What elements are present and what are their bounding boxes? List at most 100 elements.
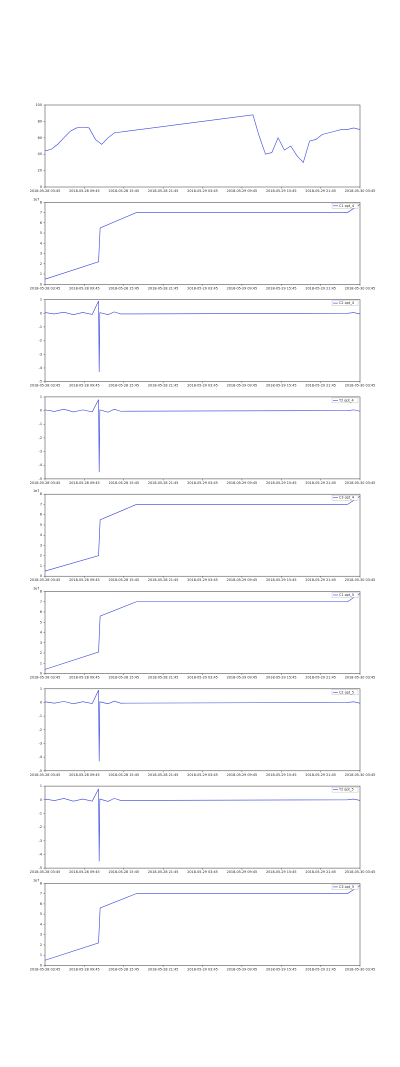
panel: 0 1 2 3 4 5 6 7 8 2018-05-28 03:45 2018-05-28 09:4… — [30, 587, 376, 680]
x-tick-label: 2018-05-28 03:45 — [30, 773, 61, 777]
y-tick-label: 6 — [40, 513, 42, 517]
x-tick-label: 2018-05-29 21:45 — [305, 578, 336, 582]
y-tick-label: 0 — [40, 311, 42, 315]
x-tick-label: 2018-05-30 03:45 — [345, 189, 376, 193]
y-tick-label: 4 — [40, 533, 42, 537]
legend-label: C3 opt_4 — [339, 496, 354, 500]
y-tick-label: 1 — [40, 564, 42, 568]
x-tick-label: 2018-05-30 03:45 — [345, 384, 376, 388]
x-tick-label: 2018-05-29 09:45 — [227, 773, 258, 777]
y-tick-label: 5 — [40, 620, 42, 624]
x-tick-label: 2018-05-28 15:45 — [108, 578, 139, 582]
legend-box — [331, 495, 359, 501]
x-tick-label: 2018-05-28 03:45 — [30, 870, 61, 874]
x-tick-label: 2018-05-28 21:45 — [148, 676, 179, 680]
legend-box — [331, 689, 359, 695]
y-tick-label: 3 — [40, 641, 42, 645]
y-tick-label: -2 — [39, 728, 42, 732]
offset-text: 1e7 — [33, 878, 39, 882]
x-tick-label: 2018-05-28 21:45 — [148, 773, 179, 777]
y-tick-label: 7 — [40, 892, 42, 896]
x-tick-label: 2018-05-29 21:45 — [305, 676, 336, 680]
x-tick-label: 2018-05-29 15:45 — [266, 481, 297, 485]
y-tick-label: -2 — [39, 436, 42, 440]
x-tick-label: 2018-05-28 03:45 — [30, 967, 61, 971]
y-tick-label: 80 — [38, 119, 42, 123]
x-tick-label: 2018-05-28 15:45 — [108, 384, 139, 388]
x-tick-label: 2018-05-30 03:45 — [345, 870, 376, 874]
y-tick-label: 1 — [40, 687, 42, 691]
plot-frame — [44, 785, 361, 869]
offset-text: 1e7 — [33, 489, 39, 493]
legend-label: C2 opt_4 — [339, 301, 354, 305]
x-tick-label: 2018-05-28 09:45 — [69, 773, 100, 777]
legend-box — [331, 592, 359, 598]
offset-text: 1e7 — [33, 587, 39, 591]
y-tick-label: -4 — [39, 852, 42, 856]
x-tick-label: 2018-05-28 15:45 — [108, 286, 139, 290]
y-tick-label: 0 — [40, 798, 42, 802]
data-line — [44, 593, 361, 670]
x-tick-label: 2018-05-28 09:45 — [69, 676, 100, 680]
y-tick-label: 8 — [40, 590, 42, 594]
x-tick-label: 2018-05-29 15:45 — [266, 578, 297, 582]
data-line — [44, 300, 361, 373]
x-tick-label: 2018-05-29 21:45 — [305, 481, 336, 485]
x-tick-label: 2018-05-29 09:45 — [227, 384, 258, 388]
panel: -5 -4 -3 -2 -1 0 1 2018-05-28 03:45 2018-05-28 0… — [30, 784, 376, 874]
y-tick-label: -5 — [39, 380, 42, 384]
x-tick-label: 2018-05-28 03:45 — [30, 189, 61, 193]
y-tick-label: -1 — [39, 422, 42, 426]
data-line — [44, 399, 361, 473]
y-tick-label: 2 — [40, 943, 42, 947]
x-tick-label: 2018-05-28 09:45 — [69, 286, 100, 290]
x-tick-label: 2018-05-28 15:45 — [108, 676, 139, 680]
x-tick-label: 2018-05-28 21:45 — [148, 189, 179, 193]
y-tick-label: 0 — [40, 963, 42, 967]
x-tick-label: 2018-05-29 03:45 — [187, 481, 218, 485]
x-tick-label: 2018-05-30 03:45 — [345, 773, 376, 777]
x-tick-label: 2018-05-30 03:45 — [345, 967, 376, 971]
x-tick-label: 2018-05-29 15:45 — [266, 773, 297, 777]
x-tick-label: 2018-05-28 09:45 — [69, 189, 100, 193]
y-tick-label: 2 — [40, 262, 42, 266]
y-tick-label: 6 — [40, 221, 42, 225]
y-tick-label: 6 — [40, 610, 42, 614]
x-tick-label: 2018-05-28 03:45 — [30, 578, 61, 582]
y-tick-label: -1 — [39, 714, 42, 718]
legend-label: C1 opt_4 — [339, 204, 354, 208]
y-tick-label: -4 — [39, 755, 42, 759]
y-tick-label: 0 — [40, 185, 42, 189]
x-tick-label: 2018-05-29 15:45 — [266, 384, 297, 388]
data-line — [44, 114, 361, 163]
y-tick-label: 3 — [40, 933, 42, 937]
y-tick-label: -5 — [39, 477, 42, 481]
x-tick-label: 2018-05-29 21:45 — [305, 286, 336, 290]
y-tick-label: -5 — [39, 769, 42, 773]
legend-label: T2 opt_4 — [338, 398, 354, 402]
y-tick-label: 8 — [40, 200, 42, 204]
y-tick-label: -1 — [39, 811, 42, 815]
x-tick-label: 2018-05-28 21:45 — [148, 481, 179, 485]
x-tick-label: 2018-05-28 21:45 — [148, 578, 179, 582]
x-tick-label: 2018-05-29 09:45 — [227, 578, 258, 582]
plot-frame — [44, 299, 361, 382]
y-tick-label: 6 — [40, 902, 42, 906]
x-tick-label: 2018-05-29 09:45 — [227, 286, 258, 290]
legend-box — [331, 786, 359, 793]
x-tick-label: 2018-05-28 09:45 — [69, 967, 100, 971]
x-tick-label: 2018-05-28 15:45 — [108, 189, 139, 193]
legend-box — [331, 203, 359, 209]
panel: 0 20 40 60 80 100 2018-05-28 03:45 2018-05-28 0… — [30, 103, 376, 193]
legend-label: C3 opt_5 — [339, 885, 354, 889]
x-tick-label: 2018-05-29 09:45 — [227, 189, 258, 193]
y-tick-label: 1 — [40, 298, 42, 302]
x-tick-label: 2018-05-28 21:45 — [148, 967, 179, 971]
x-tick-label: 2018-05-29 21:45 — [305, 384, 336, 388]
plot-frame — [44, 396, 361, 480]
y-tick-label: -3 — [39, 741, 42, 745]
x-tick-label: 2018-05-29 03:45 — [187, 189, 218, 193]
plot-frame — [44, 591, 361, 674]
x-tick-label: 2018-05-28 09:45 — [69, 384, 100, 388]
